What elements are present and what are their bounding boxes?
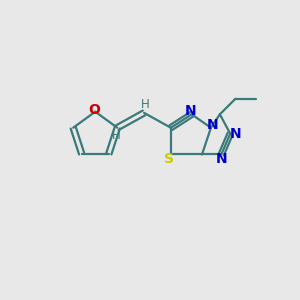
Text: N: N — [207, 118, 218, 132]
Text: N: N — [184, 104, 196, 118]
Text: O: O — [88, 103, 100, 117]
Text: N: N — [230, 127, 242, 141]
Text: H: H — [141, 98, 150, 111]
Text: S: S — [164, 152, 174, 166]
Text: N: N — [216, 152, 228, 166]
Text: H: H — [111, 129, 120, 142]
